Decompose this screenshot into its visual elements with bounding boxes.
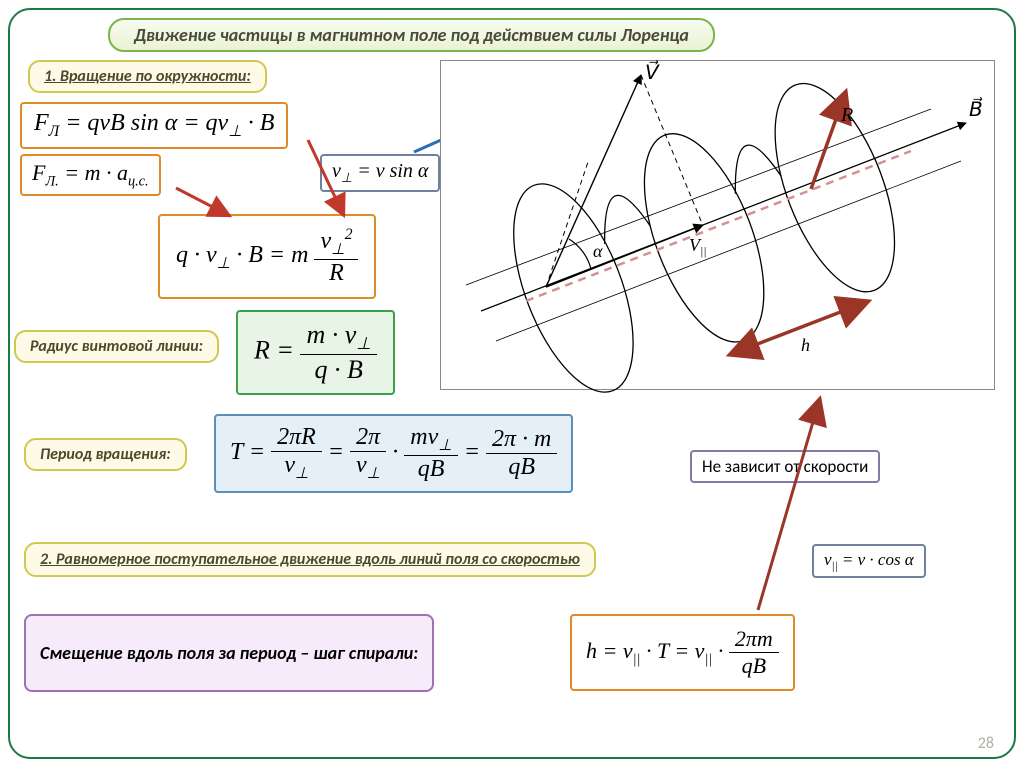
section2-label: 2. Равномерное поступательное движение в…	[24, 542, 596, 577]
radius-frac: m · v⊥ q · B	[300, 320, 377, 385]
label-alpha: α	[593, 241, 603, 261]
formula-vpar-text: v|| = v · cos α	[824, 550, 914, 569]
p-f4d: qB	[486, 454, 557, 481]
step-num: 2πm	[729, 626, 779, 653]
label-radius-text: Радиус винтовой линии:	[30, 337, 203, 356]
p-f1d: v⊥	[271, 452, 322, 483]
step-den: qB	[729, 653, 779, 679]
title-text: Движение частицы в магнитном поле под де…	[134, 24, 689, 46]
formula-lorentz-text: FЛ = qvB sin α = qv⊥ · B	[34, 110, 274, 136]
note-indep-text: Не зависит от скорости	[702, 456, 868, 477]
period-lhs: T =	[230, 439, 265, 465]
section1-text: 1. Вращение по окружности:	[44, 67, 251, 86]
section2-text: 2. Равномерное поступательное движение в…	[40, 550, 580, 569]
p-f4n: 2π · m	[486, 426, 557, 454]
formula-centripetal: FЛ. = m · aц.с.	[20, 154, 161, 196]
label-V: V⃗	[645, 59, 660, 84]
label-R: R	[840, 104, 853, 126]
vec-h	[729, 301, 869, 355]
section1-label: 1. Вращение по окружности:	[28, 60, 267, 93]
note-independence: Не зависит от скорости	[690, 450, 880, 483]
label-h: h	[801, 335, 810, 355]
helix-svg: B⃗ V⃗ V|| α R h	[441, 61, 996, 391]
label-period: Период вращения:	[24, 438, 187, 471]
combined-left: q · v⊥ · B = m	[176, 242, 308, 268]
label-radius: Радиус винтовой линии:	[14, 330, 219, 363]
p-f3d: qB	[404, 456, 458, 483]
radius-den: q · B	[300, 355, 377, 385]
p-f3n: mv⊥	[404, 424, 458, 456]
label-vpar: V||	[689, 235, 707, 258]
slide-number: 28	[978, 734, 994, 753]
alpha-arc	[569, 239, 591, 269]
formula-step: h = v|| · T = v|| · 2πmqB	[570, 614, 795, 691]
p-f1n: 2πR	[271, 424, 322, 452]
combined-den: R	[314, 260, 358, 287]
step-lhs: h = v|| · T = v|| ·	[586, 638, 723, 663]
formula-combined: q · v⊥ · B = m v⊥2 R	[158, 214, 376, 299]
p-f2d: v⊥	[350, 452, 386, 483]
formula-period: T = 2πRv⊥ = 2πv⊥ · mv⊥qB = 2π · mqB	[214, 414, 573, 493]
page-title: Движение частицы в магнитном поле под де…	[108, 18, 715, 52]
proj-dash2	[546, 159, 589, 287]
label-B: B⃗	[969, 96, 983, 121]
helix-group	[489, 68, 919, 408]
axis-lower	[496, 161, 961, 341]
axis-b	[481, 123, 966, 311]
helix-diagram: B⃗ V⃗ V|| α R h	[440, 60, 995, 390]
radius-lhs: R =	[254, 336, 294, 365]
formula-radius: R = m · v⊥ q · B	[236, 310, 395, 395]
formula-lorentz: FЛ = qvB sin α = qv⊥ · B	[20, 102, 288, 149]
axis-upper	[466, 109, 931, 285]
combined-num: v⊥2	[314, 226, 358, 260]
radius-num: m · v⊥	[300, 320, 377, 355]
formula-vpar: v|| = v · cos α	[812, 544, 926, 578]
formula-centripetal-text: FЛ. = m · aц.с.	[32, 160, 149, 185]
label-step-text: Смещение вдоль поля за период – шаг спир…	[40, 642, 418, 664]
label-period-text: Период вращения:	[40, 445, 171, 464]
label-step: Смещение вдоль поля за период – шаг спир…	[24, 614, 434, 692]
p-f2n: 2π	[350, 424, 386, 452]
formula-vperp-text: v⊥ = v sin α	[332, 160, 428, 182]
combined-frac: v⊥2 R	[314, 226, 358, 287]
formula-vperp: v⊥ = v sin α	[320, 154, 440, 192]
